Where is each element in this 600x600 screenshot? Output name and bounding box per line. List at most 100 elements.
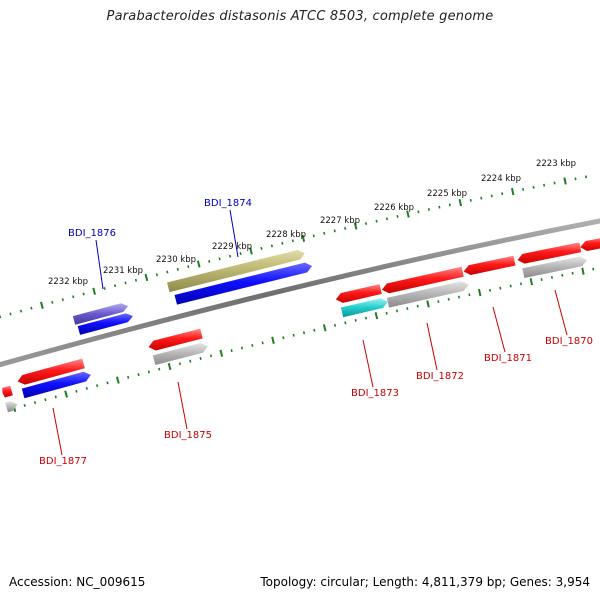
inner-tick bbox=[477, 288, 482, 297]
outer-tick bbox=[353, 222, 358, 230]
scale-label: 2227 kbp bbox=[320, 216, 360, 226]
outer-tick bbox=[490, 194, 493, 198]
outer-tick bbox=[501, 192, 504, 196]
outer-tick bbox=[40, 301, 44, 309]
outer-tick bbox=[291, 239, 294, 243]
inner-tick bbox=[550, 275, 554, 279]
gene-bdi-1877-blue-forward-strand-arrow-icon[interactable] bbox=[21, 371, 91, 399]
inner-tick bbox=[571, 271, 574, 275]
outer-tick bbox=[51, 300, 54, 304]
outer-tick bbox=[239, 252, 242, 256]
outer-tick bbox=[417, 210, 420, 214]
outer-tick bbox=[427, 208, 430, 211]
inner-tick bbox=[292, 333, 295, 337]
outer-tick bbox=[155, 273, 158, 277]
inner-tick bbox=[230, 349, 233, 353]
outer-tick bbox=[510, 187, 515, 196]
inner-tick bbox=[23, 403, 26, 407]
outer-tick bbox=[166, 270, 169, 274]
outer-tick bbox=[228, 254, 232, 258]
scale-label: 2226 kbp bbox=[374, 203, 414, 213]
inner-tick bbox=[199, 357, 202, 360]
inner-tick bbox=[271, 336, 275, 344]
outer-tick bbox=[281, 241, 284, 245]
scale-label: 2232 kbp bbox=[48, 277, 88, 287]
gene-label[interactable]: BDI_1870 bbox=[545, 336, 593, 347]
outer-tick bbox=[522, 187, 525, 191]
gene-bdi-1870-gray-forward-strand-arrow-icon[interactable] bbox=[522, 256, 587, 278]
gene-label[interactable]: BDI_1871 bbox=[484, 353, 532, 364]
gene-bdi-1871-red-reverse-strand-arrow-icon[interactable] bbox=[463, 255, 516, 276]
inner-tick bbox=[167, 362, 172, 371]
inner-tick bbox=[540, 278, 543, 281]
inner-tick bbox=[364, 316, 368, 320]
map-title: Parabacteroides distasonis ATCC 8503, co… bbox=[106, 9, 494, 24]
inner-tick bbox=[33, 401, 37, 405]
gene-leader-line bbox=[95, 239, 104, 290]
gene-bdi-1875-gray-forward-strand-arrow-icon[interactable] bbox=[152, 342, 208, 366]
inner-tick bbox=[106, 381, 109, 385]
inner-tick bbox=[282, 336, 285, 340]
gene-edge-red-reverse-strand-arrow-icon[interactable] bbox=[2, 385, 13, 398]
gene-label[interactable]: BDI_1877 bbox=[39, 456, 87, 467]
inner-tick bbox=[457, 295, 461, 299]
inner-tick bbox=[447, 297, 450, 301]
outer-tick bbox=[187, 265, 190, 269]
gene-edge-red-right-reverse-strand-arrow-icon[interactable] bbox=[580, 237, 600, 251]
outer-tick bbox=[448, 203, 451, 207]
inner-tick bbox=[64, 390, 68, 398]
outer-tick bbox=[103, 286, 106, 290]
gene-label[interactable]: BDI_1875 bbox=[164, 430, 212, 441]
gene-label[interactable]: BDI_1873 bbox=[351, 388, 399, 399]
inner-tick bbox=[158, 367, 161, 371]
outer-tick bbox=[323, 231, 326, 235]
outer-tick bbox=[30, 306, 33, 310]
gene-leader-line bbox=[177, 381, 188, 430]
outer-tick bbox=[144, 273, 149, 282]
inner-tick bbox=[322, 324, 327, 332]
gene-label[interactable]: BDI_1876 bbox=[68, 228, 116, 239]
inner-tick bbox=[251, 343, 254, 347]
gene-label[interactable]: BDI_1872 bbox=[416, 371, 464, 382]
inner-tick bbox=[488, 288, 492, 292]
scale-label: 2229 kbp bbox=[212, 242, 252, 252]
gene-bdi-1874-blue-forward-strand-arrow-icon[interactable] bbox=[174, 262, 313, 305]
scale-label: 2231 kbp bbox=[103, 266, 143, 276]
outer-tick bbox=[333, 229, 336, 233]
inner-tick bbox=[499, 286, 502, 290]
outer-tick bbox=[385, 217, 389, 221]
gene-bdi-1877-red-reverse-strand-arrow-icon[interactable] bbox=[17, 358, 85, 385]
scale-label: 2225 kbp bbox=[427, 189, 467, 199]
gene-bdi-1872-red-reverse-strand-arrow-icon[interactable] bbox=[381, 266, 464, 294]
scale-label: 2224 kbp bbox=[481, 174, 521, 184]
gene-bdi-1872-gray-forward-strand-arrow-icon[interactable] bbox=[386, 281, 469, 308]
gene-bdi-1874-olive-forward-strand-arrow-icon[interactable] bbox=[167, 249, 305, 293]
genome-summary-text: Topology: circular; Length: 4,811,379 bp… bbox=[260, 575, 590, 589]
gene-label[interactable]: BDI_1874 bbox=[204, 198, 252, 209]
inner-tick bbox=[302, 331, 306, 335]
outer-tick bbox=[365, 222, 368, 226]
inner-tick bbox=[75, 389, 78, 393]
inner-tick bbox=[240, 346, 244, 350]
outer-tick bbox=[134, 278, 138, 282]
gene-bdi-1875-red-reverse-strand-arrow-icon[interactable] bbox=[148, 328, 203, 351]
inner-tick bbox=[437, 300, 440, 304]
inner-tick bbox=[219, 349, 224, 357]
scale-ticks bbox=[0, 175, 595, 412]
gene-edge-gray-forward-strand-arrow-icon[interactable] bbox=[5, 401, 18, 413]
outer-tick bbox=[574, 177, 577, 181]
inner-tick bbox=[96, 384, 99, 388]
outer-tick bbox=[61, 298, 64, 302]
gene-bdi-1876-blue-forward-strand-arrow-icon[interactable] bbox=[77, 313, 133, 335]
gene-features bbox=[2, 237, 600, 413]
gene-leader-line bbox=[554, 289, 568, 336]
gene-bdi-1870-red-reverse-strand-arrow-icon[interactable] bbox=[517, 242, 582, 264]
gene-bdi-1873-cyan-forward-strand-arrow-icon[interactable] bbox=[340, 298, 388, 318]
gene-bdi-1873-red-reverse-strand-arrow-icon[interactable] bbox=[335, 284, 382, 303]
gene-bdi-1876-purple-forward-strand-arrow-icon[interactable] bbox=[72, 303, 129, 325]
outer-tick bbox=[563, 177, 567, 185]
outer-tick bbox=[196, 260, 201, 268]
outer-tick bbox=[124, 281, 127, 285]
outer-tick bbox=[301, 234, 306, 242]
